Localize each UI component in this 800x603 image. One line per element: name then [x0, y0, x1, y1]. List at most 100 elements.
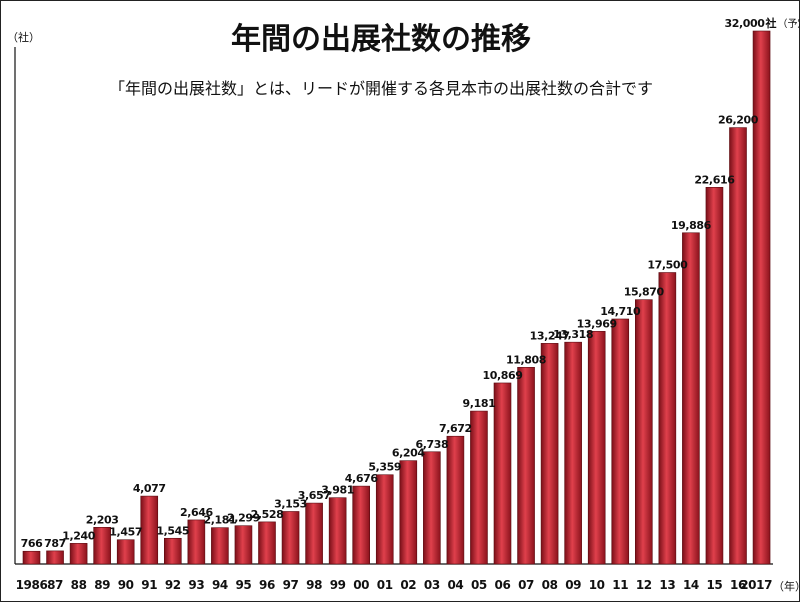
value-label-03: 6,738: [415, 438, 448, 451]
bar-07: [517, 367, 535, 565]
tick-label-16: 16: [730, 578, 746, 592]
value-label-01: 5,359: [368, 461, 401, 474]
tick-label-15: 15: [706, 578, 722, 592]
tick-label-89: 89: [94, 578, 110, 592]
last-value-suffix: 社: [765, 16, 777, 30]
value-label-13: 17,500: [647, 259, 688, 272]
value-label-09: 13,318: [553, 328, 593, 341]
value-label-10: 13,969: [577, 317, 617, 330]
value-label-11: 14,710: [600, 305, 641, 318]
tick-label-00: 00: [353, 578, 369, 592]
value-label-05: 9,181: [463, 397, 496, 410]
tick-label-02: 02: [400, 578, 416, 592]
tick-label-03: 03: [424, 578, 440, 592]
bar-01: [375, 474, 394, 565]
value-label-94: 2,181: [204, 514, 237, 527]
tick-label-92: 92: [165, 578, 181, 592]
x-axis-unit: （年）: [773, 579, 800, 593]
value-label-1986: 766: [21, 537, 44, 550]
bar-08: [540, 343, 559, 565]
tick-label-07: 07: [518, 578, 534, 592]
value-label-89: 2,203: [86, 513, 119, 526]
bar-97: [281, 511, 300, 565]
tick-label-2017: 2017: [740, 578, 772, 592]
bar-12: [634, 299, 653, 565]
value-label-93: 2,646: [180, 506, 214, 519]
bar-16: [729, 127, 747, 565]
bar-96: [258, 521, 276, 565]
chart-subtitle: 「年間の出展社数」とは、リードが開催する各見本市の出展社数の合計です: [109, 79, 653, 98]
bar-90: [116, 539, 135, 565]
value-label-04: 7,672: [439, 422, 472, 435]
value-label-87: 787: [44, 537, 66, 550]
tick-label-05: 05: [471, 578, 487, 592]
value-label-92: 1,545: [156, 524, 189, 537]
y-axis-unit: （社）: [7, 30, 40, 44]
bar-94: [211, 527, 229, 565]
value-label-14: 19,886: [671, 219, 712, 232]
value-label-07: 11,808: [506, 353, 546, 366]
value-label-2017: 32,000: [724, 17, 765, 30]
bar-91: [140, 495, 159, 565]
bar-05: [470, 410, 488, 565]
bar-09: [564, 341, 582, 565]
tick-label-88: 88: [71, 578, 87, 592]
bar-93: [187, 519, 206, 565]
tick-label-09: 09: [565, 578, 581, 592]
tick-label-90: 90: [118, 578, 134, 592]
tick-label-08: 08: [542, 578, 558, 592]
value-label-91: 4,077: [133, 482, 166, 495]
bar-87: [46, 550, 64, 565]
bar-10: [587, 331, 606, 565]
bar-14: [682, 232, 700, 565]
value-label-08: 13,247: [530, 329, 570, 342]
bar-06: [493, 382, 512, 565]
bar-99: [328, 497, 347, 565]
value-label-99: 3,981: [321, 484, 354, 497]
tick-label-95: 95: [235, 578, 251, 592]
tick-label-14: 14: [683, 578, 699, 592]
tick-label-11: 11: [612, 578, 628, 592]
value-label-90: 1,457: [109, 526, 142, 539]
bar-04: [446, 435, 465, 565]
bar-15: [705, 187, 724, 565]
tick-label-1986: 1986: [16, 578, 48, 592]
value-label-02: 6,204: [392, 447, 426, 460]
value-label-15: 22,616: [694, 173, 735, 186]
bar-11: [611, 318, 630, 565]
tick-label-97: 97: [283, 578, 299, 592]
value-label-00: 4,676: [345, 472, 379, 485]
tick-label-94: 94: [212, 578, 228, 592]
tick-label-06: 06: [495, 578, 511, 592]
value-label-97: 3,153: [274, 497, 307, 510]
tick-label-98: 98: [306, 578, 322, 592]
bar-03: [423, 451, 441, 565]
bar-13: [658, 272, 677, 565]
tick-label-93: 93: [188, 578, 204, 592]
bars-group: [22, 30, 771, 565]
tick-label-10: 10: [589, 578, 605, 592]
value-label-88: 1,240: [62, 529, 96, 542]
bar-92: [164, 537, 182, 565]
bar-89: [93, 527, 111, 565]
tick-label-91: 91: [141, 578, 157, 592]
tick-label-13: 13: [659, 578, 675, 592]
value-label-06: 10,869: [482, 369, 522, 382]
tick-label-99: 99: [330, 578, 346, 592]
value-label-12: 15,870: [624, 286, 665, 299]
bar-2017: [752, 30, 771, 565]
bar-95: [234, 525, 253, 565]
tick-label-12: 12: [636, 578, 652, 592]
value-label-96: 2,528: [251, 508, 284, 521]
tick-label-01: 01: [377, 578, 393, 592]
bar-98: [305, 502, 323, 565]
last-value-note: （予定）: [778, 17, 800, 30]
tick-labels-group: 1986 87 88 89 90 91 92 93 94 95 96 97 98 99 00 01 02 03 04…: [16, 578, 773, 592]
bar-02: [399, 460, 418, 565]
tick-label-04: 04: [447, 578, 463, 592]
tick-label-87: 87: [47, 578, 63, 592]
bar-00: [352, 485, 371, 565]
